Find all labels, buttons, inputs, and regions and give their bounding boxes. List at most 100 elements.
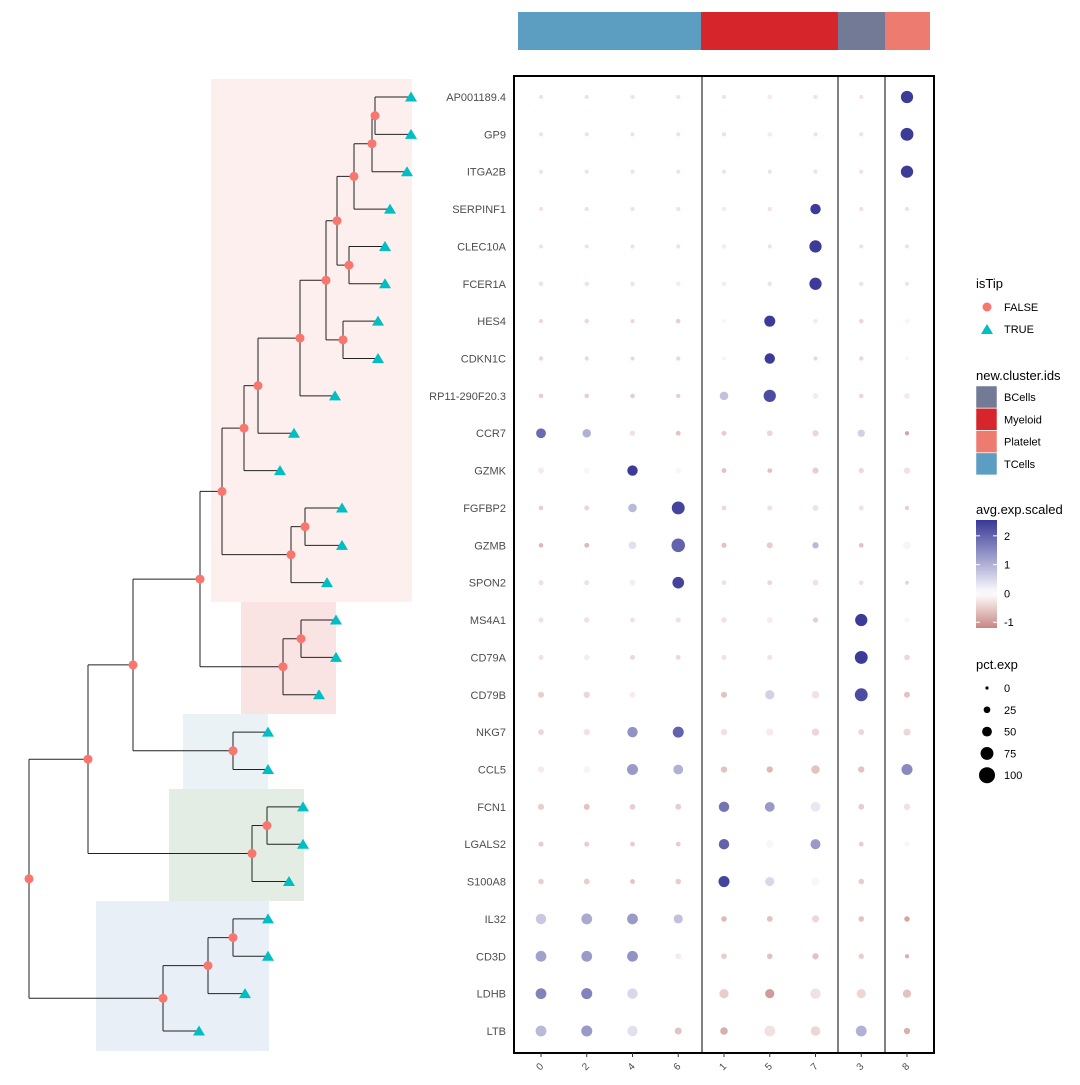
dot-NKG7-cluster-0 [538, 729, 544, 736]
dot-MS4A1-cluster-7 [812, 617, 819, 623]
dot-IL32-cluster-0 [535, 913, 547, 925]
clade-highlight [183, 714, 268, 789]
dot-ITGA2B-cluster-2 [584, 169, 589, 174]
size-legend-dot [983, 706, 991, 714]
x-tick-label: 4 [626, 1061, 638, 1073]
dot-CCL5-cluster-7 [811, 765, 820, 774]
dot-GZMK-cluster-7 [812, 467, 819, 474]
dot-LGALS2-cluster-5 [765, 840, 774, 848]
gene-label: GZMB [474, 540, 506, 552]
internal-node [295, 333, 305, 343]
dot-SERPINF1-cluster-2 [584, 207, 589, 212]
dot-SERPINF1-cluster-5 [767, 207, 772, 212]
size-legend-label: 100 [1004, 770, 1022, 782]
internal-node [367, 139, 377, 149]
dot-CD3D-cluster-4 [627, 950, 638, 962]
dot-LDHB-cluster-4 [627, 988, 638, 999]
legend-title-istip: isTip [976, 276, 1003, 291]
dot-FCER1A-cluster-6 [675, 281, 681, 287]
dot-SERPINF1-cluster-0 [538, 207, 544, 212]
dot-IL32-cluster-3 [858, 916, 865, 922]
tip-node [330, 651, 342, 662]
dot-IL32-cluster-8 [904, 916, 910, 922]
dot-AP001189.4-cluster-7 [813, 94, 818, 100]
dot-CD3D-cluster-6 [675, 953, 682, 960]
dot-CCR7-cluster-6 [675, 430, 681, 436]
tip-node [288, 427, 300, 438]
gene-label: ITGA2B [467, 167, 506, 179]
internal-node [296, 634, 306, 644]
dot-LDHB-cluster-7 [810, 988, 821, 999]
internal-node [195, 574, 205, 584]
legend-label: Platelet [1004, 437, 1041, 449]
dot-GP9-cluster-1 [721, 132, 727, 137]
tip-node [336, 539, 348, 550]
dot-GZMK-cluster-4 [627, 465, 638, 476]
dot-FCER1A-cluster-4 [630, 281, 635, 287]
internal-node [24, 874, 34, 884]
gene-label: CLEC10A [457, 241, 507, 253]
dot-AP001189.4-cluster-1 [721, 94, 727, 100]
dot-NKG7-cluster-6 [672, 726, 684, 738]
gene-label: LTB [487, 1026, 506, 1038]
internal-node [228, 933, 238, 943]
tip-node [313, 689, 325, 700]
dot-GZMB-cluster-6 [671, 538, 686, 553]
dot-RP11-290F20.3-cluster-2 [584, 393, 590, 399]
dot-IL32-cluster-7 [811, 915, 820, 923]
dot-RP11-290F20.3-cluster-5 [763, 389, 776, 403]
dot-GP9-cluster-0 [538, 132, 544, 137]
dot-FGFBP2-cluster-2 [584, 505, 590, 511]
dot-CD3D-cluster-3 [858, 953, 864, 959]
dot-GP9-cluster-5 [767, 132, 773, 137]
dot-LDHB-cluster-8 [902, 989, 912, 998]
dot-LDHB-cluster-2 [581, 988, 593, 1000]
internal-node [300, 522, 310, 532]
dot-FCN1-cluster-0 [537, 803, 545, 810]
tip-node [379, 240, 391, 251]
dot-CD79A-cluster-1 [721, 654, 727, 660]
dot-SERPINF1-cluster-3 [859, 207, 864, 212]
dot-NKG7-cluster-8 [903, 728, 911, 736]
dot-MS4A1-cluster-5 [766, 617, 773, 623]
gene-label: CD79A [471, 652, 507, 664]
dot-CCR7-cluster-8 [904, 431, 910, 436]
dot-CCL5-cluster-0 [537, 766, 545, 773]
dot-SPON2-cluster-3 [858, 580, 864, 586]
gene-dendrogram [24, 79, 417, 1051]
dot-FGFBP2-cluster-1 [721, 505, 727, 511]
x-tick-label: 3 [855, 1061, 867, 1073]
tip-node [262, 950, 274, 961]
dot-FCER1A-cluster-8 [904, 281, 910, 286]
dot-CD79B-cluster-3 [854, 688, 868, 702]
internal-node [338, 335, 348, 345]
annotation-tcells [518, 12, 701, 50]
dot-LGALS2-cluster-8 [904, 841, 910, 847]
dot-FCER1A-cluster-1 [721, 281, 727, 287]
clade-highlight [96, 901, 269, 1051]
legend-label: TCells [1004, 459, 1036, 471]
dot-CCR7-cluster-2 [582, 428, 592, 438]
legend-label: Myeloid [1004, 414, 1042, 426]
tip-node [329, 390, 341, 401]
dot-SERPINF1-cluster-7 [810, 203, 821, 215]
dot-LGALS2-cluster-3 [858, 841, 864, 847]
x-tick-label: 1 [717, 1061, 729, 1073]
dot-SPON2-cluster-0 [538, 580, 544, 586]
clade-highlight [211, 79, 412, 602]
internal-node [321, 275, 331, 285]
dot-panel: AP001189.4 GP9 ITGA2B SERPINF1 CLEC10A FCER1A… [429, 75, 935, 1073]
dot-CLEC10A-cluster-4 [630, 244, 635, 249]
colorbar-label: 1 [1004, 560, 1010, 572]
dot-CD79A-cluster-8 [904, 654, 910, 661]
legend-swatch-tcells [975, 452, 998, 476]
dot-LTB-cluster-1 [720, 1027, 728, 1035]
dot-CDKN1C-cluster-6 [676, 356, 681, 361]
dot-GZMB-cluster-3 [858, 542, 864, 548]
dot-FGFBP2-cluster-8 [904, 505, 910, 511]
dot-GZMK-cluster-1 [721, 468, 727, 474]
internal-node [344, 260, 354, 270]
dot-LGALS2-cluster-0 [538, 841, 544, 847]
dot-ITGA2B-cluster-7 [813, 169, 818, 174]
